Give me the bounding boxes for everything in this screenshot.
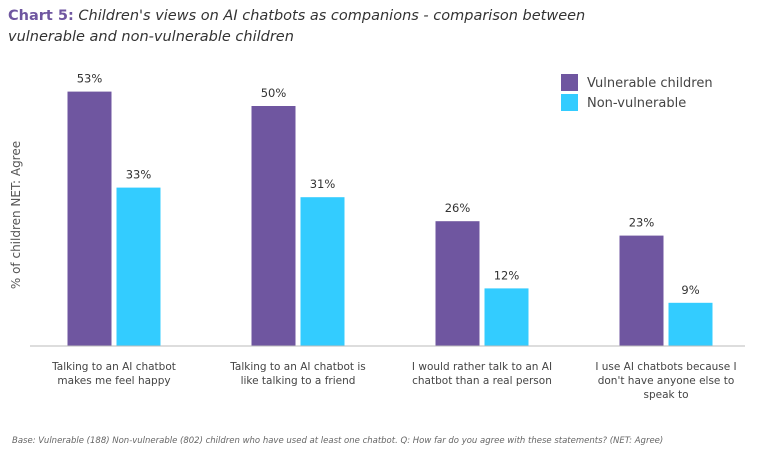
bar: [116, 187, 161, 346]
bar: [300, 197, 345, 346]
data-label: 50%: [261, 86, 287, 100]
legend-swatch: [561, 74, 578, 91]
data-label: 31%: [310, 177, 336, 191]
data-label: 9%: [681, 283, 699, 297]
data-label: 26%: [445, 201, 471, 215]
data-label: 23%: [629, 216, 655, 230]
data-label: 12%: [494, 268, 520, 282]
data-label: 53%: [77, 72, 103, 86]
bar: [435, 221, 480, 346]
bar: [619, 235, 664, 346]
x-tick-label: I use AI chatbots because I don't have a…: [595, 361, 737, 401]
bar: [668, 302, 713, 346]
chart-title: Chart 5: Children's views on AI chatbots…: [8, 6, 628, 48]
data-label: 33%: [126, 168, 152, 182]
x-tick-label: Talking to an AI chatbot makes me feel h…: [52, 361, 176, 387]
bar: [251, 106, 296, 346]
bar: [67, 91, 112, 346]
x-tick-label: Talking to an AI chatbot is like talking…: [230, 361, 366, 387]
legend-swatch: [561, 94, 578, 111]
y-axis-label: % of children NET: Agree: [9, 141, 23, 289]
legend-label: Vulnerable children: [587, 76, 713, 91]
x-tick-label: I would rather talk to an AI chatbot tha…: [411, 361, 553, 387]
legend-label: Non-vulnerable: [587, 96, 686, 111]
title-label: Chart 5:: [8, 8, 74, 24]
footnote: Base: Vulnerable (188) Non-vulnerable (8…: [12, 436, 664, 446]
title-text: Children's views on AI chatbots as compa…: [8, 8, 586, 45]
bar: [484, 288, 529, 346]
